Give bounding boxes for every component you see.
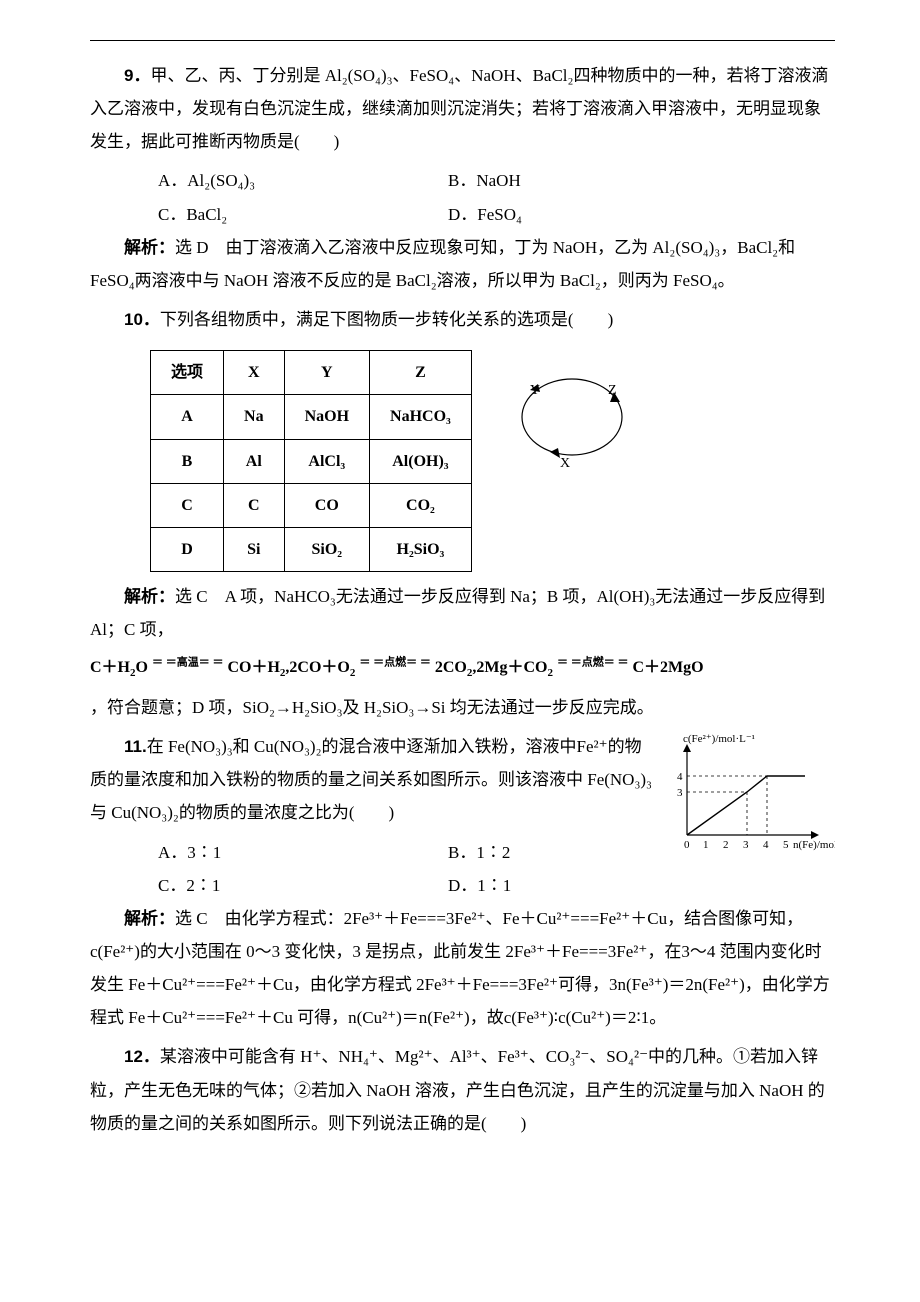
- table-cell: C: [224, 483, 285, 527]
- q9-ans-label: 解析：: [124, 238, 175, 257]
- table-cell: CO₂: [370, 483, 472, 527]
- q10-num: 10．: [124, 310, 160, 329]
- table-row: ANaNaOHNaHCO₃: [151, 395, 472, 439]
- q10-ans-post: ，符合题意；D 项，SiO₂→H₂SiO₃及 H₂SiO₃→Si 均无法通过一步…: [90, 691, 835, 724]
- table-cell: NaOH: [284, 395, 369, 439]
- table-header: Y: [284, 351, 369, 395]
- table-cell: A: [151, 395, 224, 439]
- svg-text:2: 2: [723, 839, 729, 851]
- table-cell: D: [151, 527, 224, 571]
- q9-num: 9．: [124, 66, 150, 85]
- q11-text: 在 Fe(NO₃)₃和 Cu(NO₃)₂的混合液中逐渐加入铁粉，溶液中Fe²⁺的…: [90, 737, 652, 822]
- table-cell: SiO₂: [284, 527, 369, 571]
- q11-optB: B．1∶2: [448, 836, 510, 869]
- q11-num: 11.: [124, 737, 147, 756]
- q9-optD: D．FeSO₄: [448, 198, 522, 231]
- table-cell: C: [151, 483, 224, 527]
- table-cell: NaHCO₃: [370, 395, 472, 439]
- table-cell: Na: [224, 395, 285, 439]
- table-cell: AlCl₃: [284, 439, 369, 483]
- q12-text: 某溶液中可能含有 H⁺、NH₄⁺、Mg²⁺、Al³⁺、Fe³⁺、CO₃²⁻、SO…: [90, 1047, 825, 1132]
- table-cell: Al(OH)₃: [370, 439, 472, 483]
- q9-optA: A．Al₂(SO₄)₃: [158, 164, 448, 197]
- table-cell: Si: [224, 527, 285, 571]
- svg-text:5: 5: [783, 839, 789, 851]
- svg-text:4: 4: [763, 839, 769, 851]
- q9-ans: 选 D 由丁溶液滴入乙溶液中反应现象可知，丁为 NaOH，乙为 Al₂(SO₄)…: [90, 238, 795, 290]
- cycle-diagram: Y Z X: [502, 362, 642, 482]
- q9-optB: B．NaOH: [448, 164, 521, 197]
- svg-text:1: 1: [703, 839, 709, 851]
- cycle-X: X: [560, 456, 570, 471]
- svg-text:3: 3: [743, 839, 749, 851]
- q10-eq: C＋H2O ＝ ＝高温＝ ＝ CO＋H2,2CO＋O2 ＝ ＝点燃＝ ＝ 2CO…: [90, 652, 835, 685]
- svg-text:4: 4: [677, 771, 683, 783]
- graph-ylabel: c(Fe²⁺)/mol·L⁻¹: [683, 733, 755, 745]
- table-row: BAlAlCl₃Al(OH)₃: [151, 439, 472, 483]
- table-cell: B: [151, 439, 224, 483]
- q9-optC: C．BaCl₂: [158, 198, 448, 231]
- table-row: CCCOCO₂: [151, 483, 472, 527]
- q11-ans: 选 C 由化学方程式：2Fe³⁺＋Fe===3Fe²⁺、Fe＋Cu²⁺===Fe…: [90, 909, 830, 1027]
- svg-text:0: 0: [684, 839, 690, 851]
- q11-optC: C．2∶1: [158, 869, 448, 902]
- table-cell: H₂SiO₃: [370, 527, 472, 571]
- q9-text: 甲、乙、丙、丁分别是 Al₂(SO₄)₃、FeSO₄、NaOH、BaCl₂四种物…: [90, 66, 828, 151]
- table-header: X: [224, 351, 285, 395]
- q10-text: 下列各组物质中，满足下图物质一步转化关系的选项是( ): [160, 310, 613, 329]
- q12-num: 12．: [124, 1047, 160, 1066]
- q11-ans-label: 解析：: [124, 909, 175, 928]
- graph-xlabel: n(Fe)/mol: [793, 839, 835, 851]
- table-header: Z: [370, 351, 472, 395]
- table-header: 选项: [151, 351, 224, 395]
- table-cell: Al: [224, 439, 285, 483]
- q10-table: 选项XYZ ANaNaOHNaHCO₃BAlAlCl₃Al(OH)₃CCCOCO…: [150, 350, 472, 572]
- table-cell: CO: [284, 483, 369, 527]
- svg-text:3: 3: [677, 787, 683, 799]
- q11-optA: A．3∶1: [158, 836, 448, 869]
- q10-ans-pre: 选 C A 项，NaHCO₃无法通过一步反应得到 Na；B 项，Al(OH)₃无…: [90, 587, 825, 639]
- q11-graph: c(Fe²⁺)/mol·L⁻¹ 4 3 0 1 2 3 4 5 n(Fe)/mo…: [665, 730, 835, 860]
- q11-optD: D．1∶1: [448, 869, 511, 902]
- q10-ans-label: 解析：: [124, 587, 175, 606]
- table-row: DSiSiO₂H₂SiO₃: [151, 527, 472, 571]
